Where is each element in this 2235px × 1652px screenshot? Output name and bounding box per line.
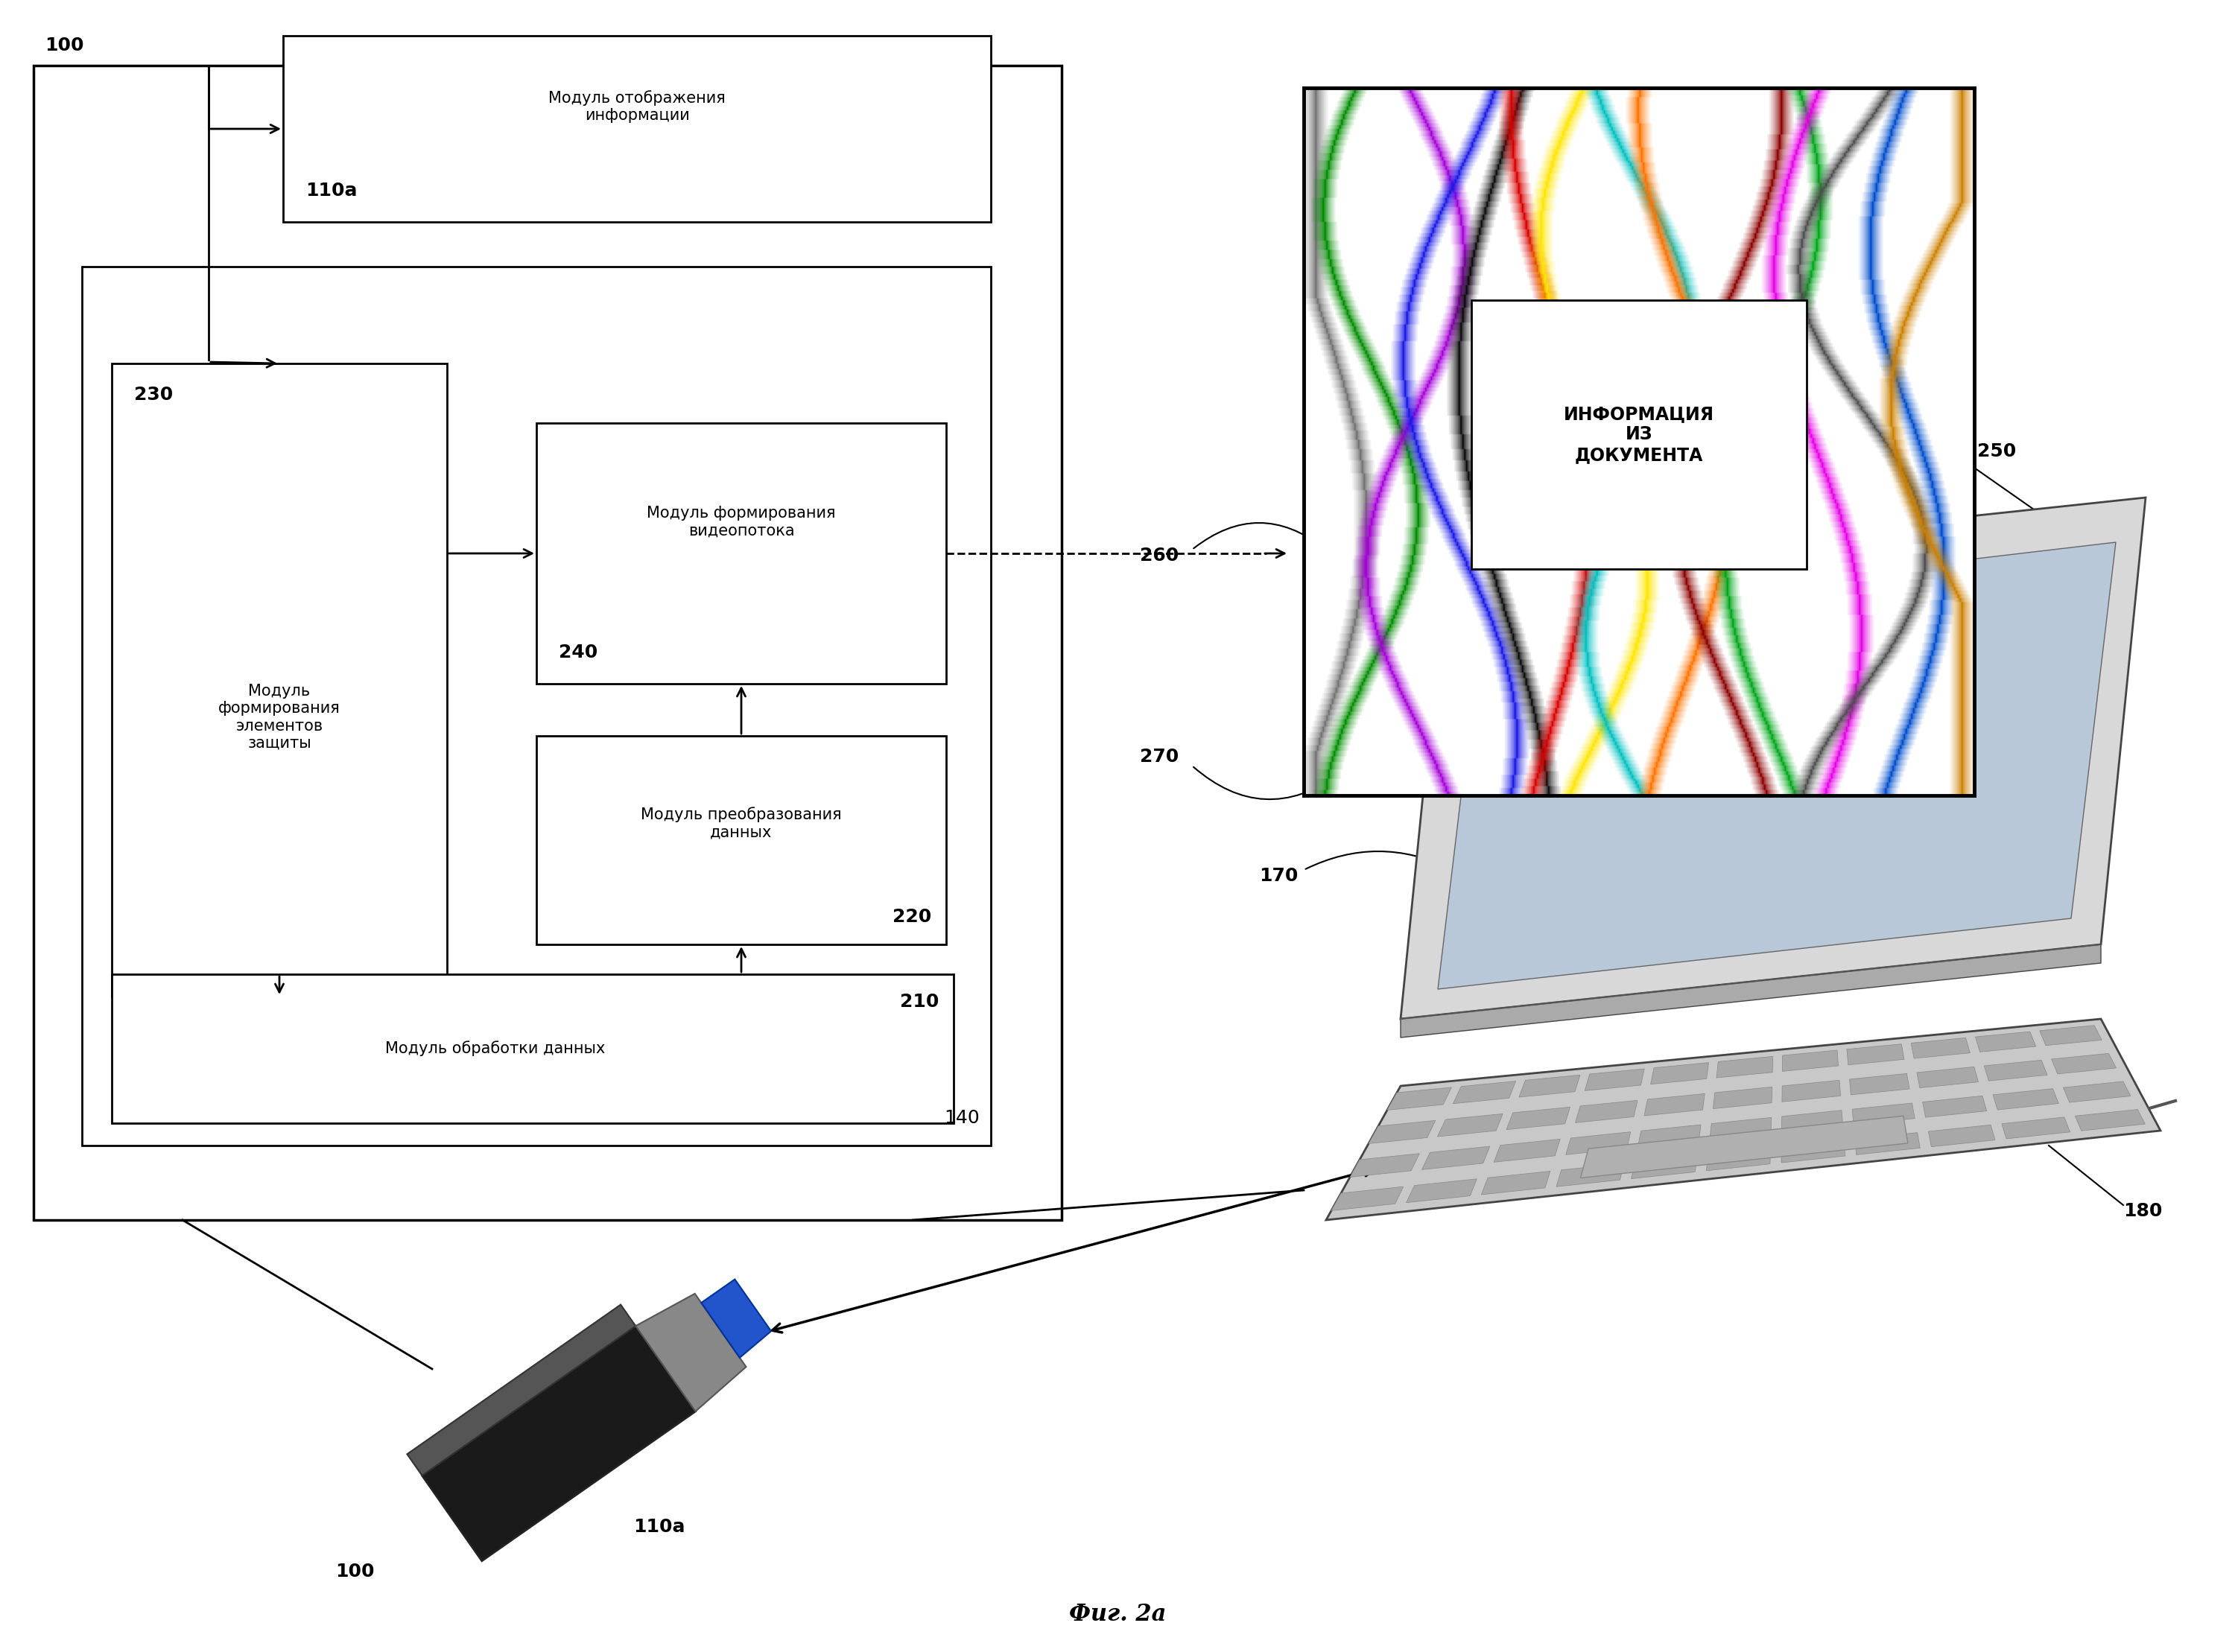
Text: 180: 180	[2123, 1203, 2161, 1221]
Polygon shape	[2052, 1054, 2117, 1074]
Polygon shape	[1368, 1120, 1435, 1143]
Polygon shape	[1994, 1089, 2058, 1110]
Bar	[83, 266, 990, 1145]
Polygon shape	[1716, 1056, 1772, 1077]
Polygon shape	[1406, 1180, 1477, 1203]
Text: Модуль отображения
информации: Модуль отображения информации	[548, 91, 726, 122]
Polygon shape	[1482, 1171, 1551, 1194]
Text: Фиг. 2а: Фиг. 2а	[1068, 1602, 1167, 1626]
Text: 250: 250	[1544, 443, 1585, 461]
Bar	[536, 735, 945, 945]
Text: Модуль преобразования
данных: Модуль преобразования данных	[641, 808, 843, 839]
Polygon shape	[1580, 1117, 1909, 1178]
Polygon shape	[1437, 1113, 1502, 1137]
Text: Модуль обработки данных: Модуль обработки данных	[384, 1041, 606, 1057]
Polygon shape	[2063, 1082, 2130, 1102]
Polygon shape	[1638, 1125, 1701, 1146]
Polygon shape	[1520, 1075, 1580, 1097]
Polygon shape	[1781, 1051, 1839, 1070]
Polygon shape	[1645, 1094, 1705, 1115]
Polygon shape	[2041, 1026, 2101, 1046]
Polygon shape	[1705, 1148, 1770, 1171]
Polygon shape	[1556, 1163, 1623, 1186]
Polygon shape	[1652, 1062, 1708, 1084]
Polygon shape	[1585, 1069, 1645, 1090]
Text: 260: 260	[1140, 547, 1178, 565]
Text: 100: 100	[335, 1563, 373, 1581]
Polygon shape	[1929, 1125, 1996, 1146]
Polygon shape	[1922, 1095, 1987, 1117]
Bar	[536, 423, 945, 684]
Text: 240: 240	[559, 644, 597, 661]
Polygon shape	[1401, 497, 2146, 1019]
Polygon shape	[1781, 1080, 1842, 1102]
Text: 110a: 110a	[633, 1518, 684, 1536]
Text: 210: 210	[901, 993, 939, 1011]
Text: 230: 230	[134, 387, 172, 403]
Text: ИНФОРМАЦИЯ
ИЗ
ДОКУМЕНТА: ИНФОРМАЦИЯ ИЗ ДОКУМЕНТА	[1564, 405, 1714, 464]
Bar	[112, 363, 447, 996]
Polygon shape	[1911, 1037, 1969, 1059]
Bar	[34, 66, 1062, 1221]
Polygon shape	[422, 1327, 695, 1561]
Polygon shape	[1855, 1133, 1920, 1155]
Text: Модуль
формирования
элементов
защиты: Модуль формирования элементов защиты	[219, 684, 340, 750]
Polygon shape	[1332, 1186, 1404, 1211]
Polygon shape	[1421, 1146, 1491, 1170]
Text: Модуль формирования
видеопотока: Модуль формирования видеопотока	[646, 506, 836, 539]
Polygon shape	[2074, 1110, 2146, 1130]
Polygon shape	[1853, 1104, 1915, 1125]
Polygon shape	[407, 1305, 635, 1475]
Polygon shape	[1350, 1153, 1419, 1178]
Polygon shape	[1506, 1107, 1571, 1130]
Text: 110a: 110a	[306, 182, 358, 200]
Polygon shape	[1985, 1061, 2047, 1080]
Polygon shape	[1710, 1117, 1772, 1140]
Circle shape	[1797, 544, 1824, 570]
Text: 170: 170	[1258, 867, 1299, 885]
Polygon shape	[1851, 1074, 1909, 1095]
Polygon shape	[2003, 1117, 2070, 1138]
Polygon shape	[1918, 1067, 1978, 1089]
Polygon shape	[1325, 1019, 2161, 1221]
Polygon shape	[1401, 945, 2101, 1037]
Polygon shape	[1493, 1140, 1560, 1161]
Bar	[284, 36, 990, 221]
Text: 140: 140	[943, 1108, 979, 1127]
Polygon shape	[1576, 1100, 1638, 1123]
Polygon shape	[1846, 1044, 1904, 1066]
Text: 100: 100	[45, 36, 85, 55]
Polygon shape	[1781, 1140, 1846, 1163]
Text: 250: 250	[1978, 443, 2016, 461]
Polygon shape	[702, 1279, 771, 1358]
Polygon shape	[1976, 1031, 2036, 1052]
Polygon shape	[1453, 1080, 1515, 1104]
Polygon shape	[1632, 1156, 1696, 1178]
Text: 220: 220	[892, 909, 932, 925]
Polygon shape	[1567, 1132, 1632, 1155]
Bar	[112, 975, 954, 1123]
Polygon shape	[1388, 1087, 1451, 1110]
Polygon shape	[1437, 542, 2117, 990]
Text: 270: 270	[1140, 748, 1178, 765]
Polygon shape	[635, 1294, 746, 1411]
Polygon shape	[1712, 1087, 1772, 1108]
FancyBboxPatch shape	[1471, 301, 1806, 568]
Polygon shape	[1781, 1110, 1844, 1132]
